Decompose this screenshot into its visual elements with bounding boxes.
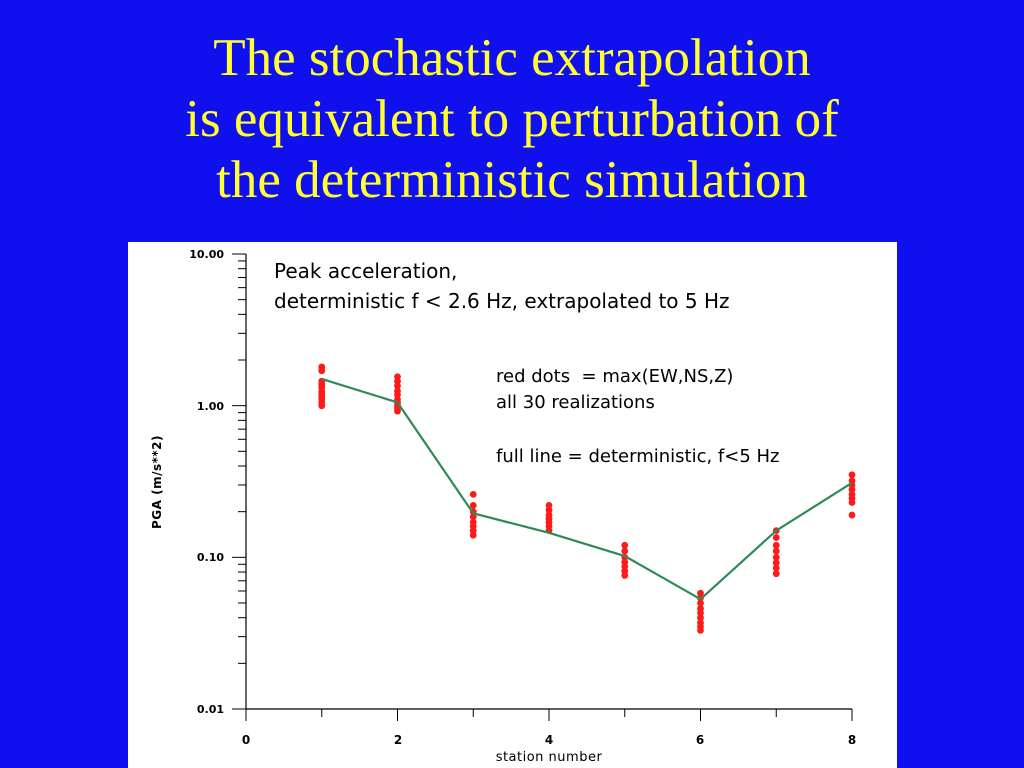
data-point xyxy=(848,499,856,506)
data-point xyxy=(394,407,401,415)
x-tick-label-4: 4 xyxy=(545,733,553,747)
annotation-red-dots: red dots = max(EW,NS,Z) xyxy=(496,366,733,387)
data-point xyxy=(318,402,326,410)
tick-labels: 10.00 1.00 0.10 0.01 0 2 4 6 8 xyxy=(189,248,856,747)
data-point xyxy=(772,553,780,561)
data-point xyxy=(772,547,780,555)
data-point xyxy=(772,570,780,578)
slide-title-line-3: the deterministic simulation xyxy=(216,151,808,209)
tick-marks xyxy=(232,253,853,721)
data-point xyxy=(394,382,401,390)
data-point xyxy=(621,572,629,579)
chart-panel: 10.00 1.00 0.10 0.01 0 2 4 6 8 station n… xyxy=(128,242,897,768)
pga-chart: 10.00 1.00 0.10 0.01 0 2 4 6 8 station n… xyxy=(150,248,856,765)
data-point xyxy=(697,626,704,634)
data-point xyxy=(772,541,780,549)
data-point xyxy=(621,547,629,555)
data-point xyxy=(848,471,856,479)
data-point xyxy=(394,377,401,385)
data-point xyxy=(697,599,704,607)
data-point xyxy=(772,534,780,541)
slide-title-line-2: is equivalent to perturbation of xyxy=(185,90,839,148)
data-point xyxy=(697,609,704,617)
data-point xyxy=(469,513,477,521)
chart-subtitle: deterministic f < 2.6 Hz, extrapolated t… xyxy=(274,289,730,313)
slide-title: The stochastic extrapolation is equivale… xyxy=(0,28,1024,211)
data-point xyxy=(697,614,704,622)
slide-title-line-1: The stochastic extrapolation xyxy=(213,29,811,87)
data-point xyxy=(318,367,326,375)
data-point xyxy=(469,490,477,498)
data-point xyxy=(621,563,629,570)
x-tick-label-2: 2 xyxy=(394,733,402,747)
data-point xyxy=(469,531,477,539)
data-point xyxy=(545,506,553,514)
annotation-full-line: full line = deterministic, f<5 Hz xyxy=(496,446,780,467)
series-line xyxy=(321,377,853,601)
data-point xyxy=(697,589,704,597)
y-tick-label-0-1: 0.10 xyxy=(197,551,224,564)
y-tick-label-0-01: 0.01 xyxy=(197,703,224,716)
y-axis-label: PGA (m/s**2) xyxy=(150,435,164,529)
red-dots-series xyxy=(318,363,856,634)
data-point xyxy=(848,511,856,519)
deterministic-line-series xyxy=(321,377,853,601)
y-tick-label-1: 1.00 xyxy=(197,400,224,413)
data-point xyxy=(545,501,553,509)
x-tick-label-0: 0 xyxy=(242,733,250,747)
data-point xyxy=(621,541,629,549)
data-point xyxy=(772,559,780,567)
x-tick-label-8: 8 xyxy=(848,733,856,747)
data-point xyxy=(772,564,780,572)
x-axis-label: station number xyxy=(496,750,603,765)
axes xyxy=(245,254,852,710)
chart-title: Peak acceleration, xyxy=(274,259,457,283)
x-tick-label-6: 6 xyxy=(696,733,704,747)
y-tick-label-10: 10.00 xyxy=(189,248,224,261)
annotation-realizations: all 30 realizations xyxy=(496,392,655,413)
data-point xyxy=(469,501,477,509)
data-point xyxy=(848,486,856,493)
